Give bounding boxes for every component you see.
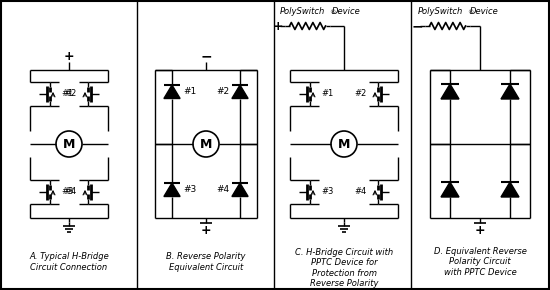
Text: Device: Device — [470, 8, 499, 17]
Text: +: + — [475, 224, 485, 238]
Text: A. Typical H-Bridge
Circuit Connection: A. Typical H-Bridge Circuit Connection — [29, 252, 109, 272]
Text: M: M — [63, 137, 75, 151]
Text: #2: #2 — [65, 88, 77, 97]
Text: PolySwitch: PolySwitch — [280, 8, 325, 17]
Text: M: M — [338, 137, 350, 151]
Text: #3: #3 — [321, 186, 333, 195]
Text: #2: #2 — [355, 88, 367, 97]
Polygon shape — [232, 183, 248, 197]
Polygon shape — [164, 85, 180, 99]
Text: ®: ® — [467, 10, 473, 15]
Text: #3: #3 — [183, 186, 196, 195]
Polygon shape — [501, 84, 519, 99]
Text: #2: #2 — [216, 88, 229, 97]
Text: M: M — [200, 137, 212, 151]
Polygon shape — [164, 183, 180, 197]
Text: Device: Device — [332, 8, 361, 17]
Text: PolySwitch: PolySwitch — [418, 8, 463, 17]
Text: B. Reverse Polarity
Equivalent Circuit: B. Reverse Polarity Equivalent Circuit — [166, 252, 246, 272]
Text: D. Equivalent Reverse
Polarity Circuit
with PPTC Device: D. Equivalent Reverse Polarity Circuit w… — [433, 247, 526, 277]
Text: +: + — [64, 50, 74, 63]
Polygon shape — [501, 182, 519, 197]
Polygon shape — [441, 84, 459, 99]
Text: #4: #4 — [65, 186, 77, 195]
Text: C. H-Bridge Circuit with
PPTC Device for
Protection from
Reverse Polarity: C. H-Bridge Circuit with PPTC Device for… — [295, 248, 393, 288]
Text: #3: #3 — [61, 186, 73, 195]
Text: +: + — [201, 224, 211, 238]
Polygon shape — [232, 85, 248, 99]
Polygon shape — [441, 182, 459, 197]
Text: #1: #1 — [61, 88, 73, 97]
Text: #4: #4 — [355, 186, 367, 195]
Text: #1: #1 — [321, 88, 333, 97]
Text: +: + — [273, 19, 283, 32]
Text: −: − — [200, 49, 212, 63]
Text: ®: ® — [329, 10, 336, 15]
Text: −: − — [411, 19, 423, 33]
Text: #1: #1 — [183, 88, 196, 97]
Text: #4: #4 — [216, 186, 229, 195]
